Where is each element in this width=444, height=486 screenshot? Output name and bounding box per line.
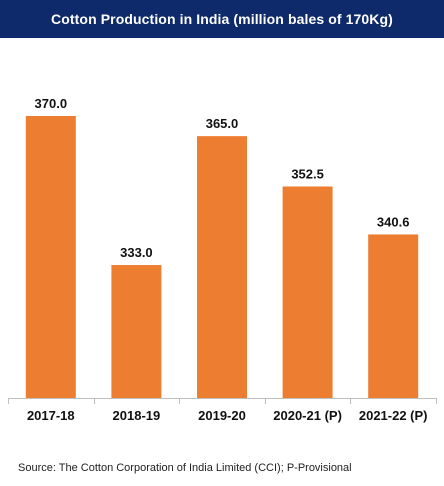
chart-title-bar: Cotton Production in India (million bale… [0,0,444,38]
bar-2017-18 [25,116,76,398]
chart-title: Cotton Production in India (million bale… [51,11,393,27]
value-label: 340.6 [377,214,410,229]
x-tick-label: 2019-20 [198,408,246,423]
bars-group [25,116,419,398]
x-tick-label: 2021-22 (P) [359,408,428,423]
bar-2020-21-P [282,186,333,398]
value-label: 365.0 [206,116,239,131]
value-label: 370.0 [35,96,68,111]
x-tick-labels-group: 2017-18 2018-19 2019-20 2020-21 (P) 2021-22 … [27,408,428,423]
value-label: 352.5 [291,167,324,182]
x-tick-label: 2018-19 [113,408,161,423]
x-tick-label: 2017-18 [27,408,75,423]
x-tick-marks-group [8,398,437,404]
bar-2019-20 [197,136,247,398]
bar-2018-19 [111,265,162,398]
value-labels-group: 370.0 333.0 365.0 352.5 340.6 [35,96,410,260]
bar-2021-22-P [368,234,419,398]
value-label: 333.0 [120,245,153,260]
source-note: Source: The Cotton Corporation of India … [18,462,352,474]
bar-chart: 370.0 333.0 365.0 352.5 340.6 2017-18 2018-19… [8,96,437,423]
x-tick-label: 2020-21 (P) [273,408,342,423]
